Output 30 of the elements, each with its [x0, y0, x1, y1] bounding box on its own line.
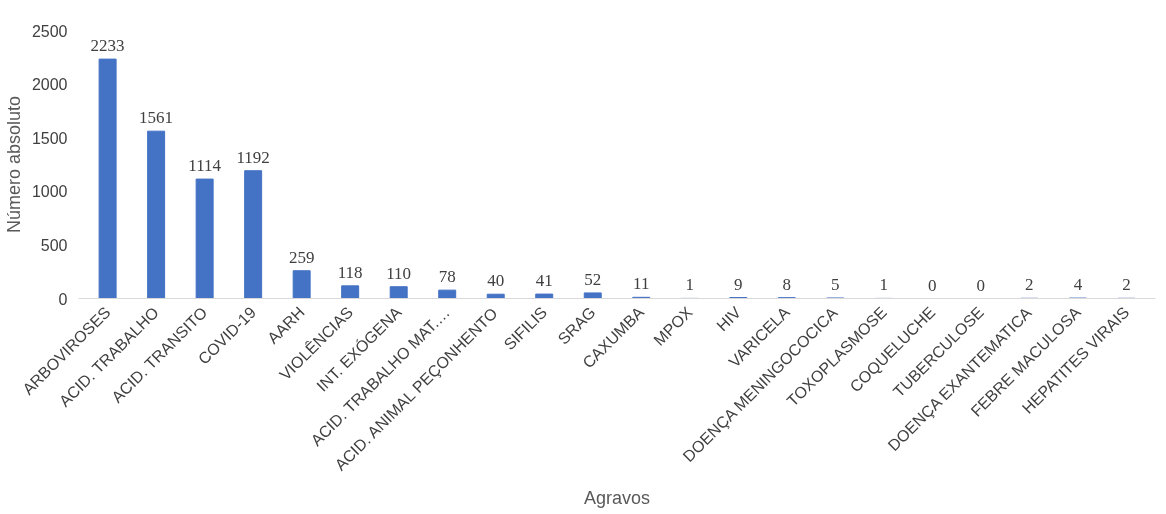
- y-tick-label: 1000: [31, 183, 68, 201]
- y-tick-label: 2000: [31, 76, 68, 94]
- data-label: 9: [734, 274, 743, 294]
- data-label: 2: [1122, 275, 1131, 295]
- data-label: 41: [535, 271, 553, 291]
- y-tick-label: 0: [58, 290, 68, 308]
- data-label: 1114: [188, 156, 222, 176]
- data-label: 2: [1025, 275, 1034, 295]
- data-label: 78: [438, 267, 456, 287]
- data-label: 0: [928, 275, 937, 295]
- data-label: 118: [337, 262, 363, 282]
- data-label: 4: [1073, 275, 1083, 295]
- data-label: 8: [782, 274, 792, 294]
- y-tick-label: 2500: [31, 22, 68, 40]
- data-label: 52: [584, 269, 602, 289]
- x-axis-title: Agravos: [583, 487, 651, 508]
- data-label: 11: [633, 274, 650, 294]
- data-label: 1561: [139, 108, 174, 128]
- data-label: 2233: [90, 36, 125, 56]
- data-label: 110: [386, 263, 412, 283]
- data-label: 0: [976, 275, 986, 295]
- data-label: 259: [288, 247, 315, 267]
- y-tick-label: 500: [40, 236, 68, 254]
- y-axis-title: Número absoluto: [3, 95, 24, 234]
- data-label: 40: [487, 271, 505, 291]
- y-tick-label: 1500: [31, 129, 68, 147]
- data-label: 1: [879, 275, 889, 295]
- data-label: 5: [831, 274, 840, 294]
- data-label: 1192: [236, 147, 270, 167]
- data-label: 1: [685, 275, 695, 295]
